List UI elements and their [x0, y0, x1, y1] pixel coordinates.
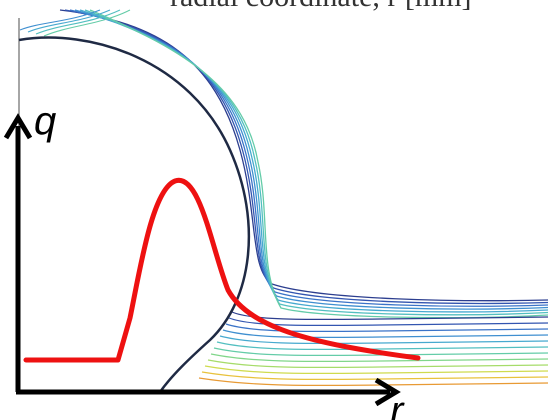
contour-line	[222, 329, 548, 339]
top-caption: radial coordinate, r [mm]	[170, 0, 548, 20]
arrow-up-icon	[3, 113, 33, 140]
contour-line	[207, 359, 548, 369]
x-axis	[16, 377, 401, 407]
contour-line	[225, 323, 548, 333]
contour-line	[79, 9, 548, 313]
contour-line	[19, 9, 101, 31]
y-axis	[3, 113, 33, 392]
contour-line	[64, 9, 548, 305]
contour-line	[228, 317, 548, 327]
bubble-interface	[18, 36, 251, 393]
isotherm-contours	[19, 9, 548, 387]
contour-line	[216, 341, 548, 351]
heat-flux-curve	[23, 177, 421, 363]
contour-line	[84, 9, 548, 316]
x-axis-label: r	[390, 389, 405, 420]
contour-line	[35, 9, 121, 35]
contour-line	[219, 335, 548, 345]
contour-line	[27, 9, 111, 33]
contour-line	[231, 311, 548, 321]
contour-line	[59, 9, 548, 302]
contour-line	[210, 353, 548, 363]
contour-line	[43, 9, 131, 37]
arrow-right-icon	[374, 377, 401, 407]
contour-line	[201, 371, 548, 381]
y-axis-label: q	[34, 99, 56, 143]
contour-line	[74, 9, 548, 310]
contour-line	[89, 9, 548, 319]
contour-line	[204, 365, 548, 375]
